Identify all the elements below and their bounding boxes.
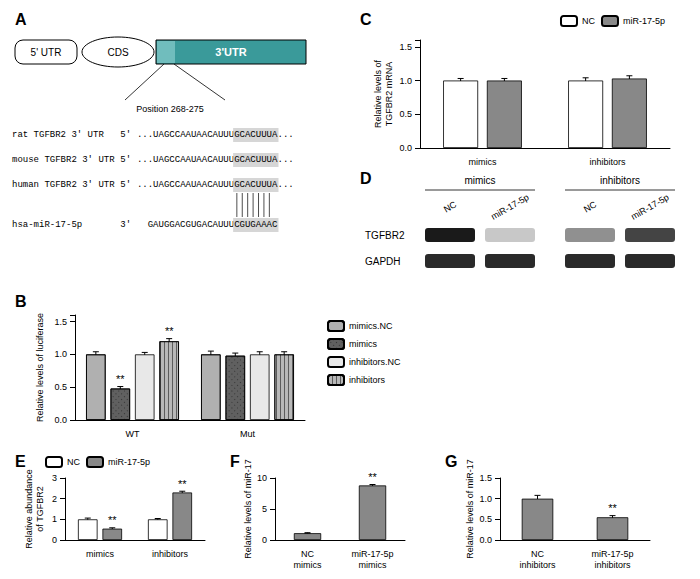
svg-text:inhibitors.NC: inhibitors.NC (349, 357, 401, 367)
svg-text:**: ** (608, 502, 617, 514)
svg-text:NC: NC (582, 199, 599, 214)
svg-text:Relative abundance: Relative abundance (24, 469, 34, 549)
svg-text:...: ... (277, 180, 293, 190)
svg-text:E: E (15, 453, 26, 470)
svg-text:1.0: 1.0 (479, 494, 492, 504)
svg-text:human TGFBR2 3' UTR: human TGFBR2 3' UTR (12, 180, 115, 190)
svg-text:NC: NC (301, 549, 314, 559)
svg-text:0.5: 0.5 (399, 109, 412, 119)
svg-text:inhibitors: inhibitors (594, 560, 631, 570)
svg-text:**: ** (108, 514, 117, 526)
svg-text:NC: NC (442, 199, 459, 214)
svg-text:5: 5 (262, 504, 267, 514)
svg-text:hsa-miR-17-5p: hsa-miR-17-5p (12, 220, 82, 230)
svg-text:**: ** (178, 478, 187, 490)
svg-text:miR-17-5p: miR-17-5p (351, 549, 393, 559)
svg-text:1.0: 1.0 (54, 349, 67, 359)
svg-text:GAPDH: GAPDH (365, 256, 401, 267)
svg-text:miR-17-5p: miR-17-5p (591, 549, 633, 559)
svg-text:GCACUUUA: GCACUUUA (234, 155, 278, 165)
svg-text:5' UTR: 5' UTR (31, 47, 62, 58)
svg-text:GAUGGACGUGACAUUU: GAUGGACGUGACAUUU (148, 220, 234, 230)
svg-text:F: F (230, 453, 240, 470)
svg-text:of TGFBR2: of TGFBR2 (35, 486, 45, 531)
svg-text:GCACUUUA: GCACUUUA (234, 180, 278, 190)
svg-text:**: ** (165, 325, 174, 337)
svg-text:0.5: 0.5 (479, 514, 492, 524)
svg-text:...UAGCCAAUAACAUUU: ...UAGCCAAUAACAUUU (137, 130, 234, 140)
svg-text:0: 0 (52, 535, 57, 545)
svg-text:**: ** (116, 373, 125, 385)
svg-text:5': 5' (120, 180, 131, 190)
svg-text:mimics.NC: mimics.NC (349, 321, 393, 331)
svg-text:0.5: 0.5 (54, 382, 67, 392)
svg-text:mimics: mimics (349, 339, 377, 349)
svg-text:TGFBR2 mRNA: TGFBR2 mRNA (384, 62, 394, 127)
svg-text:...: ... (277, 130, 293, 140)
svg-text:CGUGAAAC: CGUGAAAC (234, 220, 278, 230)
svg-text:...UAGCCAAUAACAUUU: ...UAGCCAAUAACAUUU (137, 155, 234, 165)
svg-text:mimics: mimics (86, 549, 114, 559)
svg-text:inhibitors: inhibitors (519, 560, 556, 570)
svg-text:10: 10 (257, 473, 267, 483)
svg-text:rat TGFBR2 3' UTR: rat TGFBR2 3' UTR (12, 130, 104, 140)
svg-text:D: D (360, 170, 372, 187)
svg-text:2: 2 (52, 494, 57, 504)
svg-text:CDS: CDS (107, 47, 128, 58)
svg-text:mimics: mimics (469, 157, 497, 167)
svg-text:...UAGCCAAUAACAUUU: ...UAGCCAAUAACAUUU (137, 180, 234, 190)
svg-text:5': 5' (120, 130, 131, 140)
svg-text:mouse TGFBR2 3' UTR: mouse TGFBR2 3' UTR (12, 155, 115, 165)
svg-text:0.0: 0.0 (54, 415, 67, 425)
svg-text:0.0: 0.0 (399, 143, 412, 153)
svg-text:inhibitors: inhibitors (589, 157, 626, 167)
svg-text:miR-17-5p: miR-17-5p (629, 192, 670, 222)
svg-text:**: ** (368, 471, 377, 483)
svg-text:WT: WT (126, 429, 140, 439)
svg-text:mimics: mimics (464, 175, 495, 186)
svg-text:Relative levels of luciferase: Relative levels of luciferase (35, 313, 45, 422)
svg-text:mimics: mimics (294, 560, 322, 570)
svg-text:C: C (360, 11, 372, 28)
svg-text:Relative levels of: Relative levels of (373, 59, 383, 128)
svg-text:inhibitors: inhibitors (152, 549, 189, 559)
svg-text:3: 3 (52, 473, 57, 483)
svg-text:NC: NC (67, 457, 80, 467)
svg-text:1.5: 1.5 (479, 473, 492, 483)
svg-text:miR-17-5p: miR-17-5p (623, 16, 665, 26)
svg-text:miR-17-5p: miR-17-5p (489, 192, 530, 222)
svg-text:1.5: 1.5 (399, 42, 412, 52)
svg-text:0: 0 (262, 535, 267, 545)
svg-text:5': 5' (120, 155, 131, 165)
svg-text:3'UTR: 3'UTR (215, 46, 246, 58)
svg-text:3': 3' (120, 220, 131, 230)
svg-text:mimics: mimics (359, 560, 387, 570)
svg-text:Relative levels of miR-17: Relative levels of miR-17 (243, 459, 253, 559)
svg-text:GCACUUUA: GCACUUUA (234, 130, 278, 140)
svg-text:1.0: 1.0 (399, 76, 412, 86)
svg-text:B: B (15, 293, 27, 310)
svg-text:inhibitors: inhibitors (349, 375, 386, 385)
svg-text:1.5: 1.5 (54, 317, 67, 327)
svg-text:Relative levels of miR-17: Relative levels of miR-17 (465, 459, 475, 559)
svg-text:1: 1 (52, 514, 57, 524)
svg-text:miR-17-5p: miR-17-5p (108, 457, 150, 467)
svg-text:NC: NC (582, 16, 595, 26)
svg-text:...: ... (277, 155, 293, 165)
svg-text:Mut: Mut (240, 429, 256, 439)
svg-text:A: A (15, 11, 27, 28)
svg-text:Position 268-275: Position 268-275 (136, 104, 204, 114)
svg-text:NC: NC (531, 549, 544, 559)
svg-text:0.0: 0.0 (479, 535, 492, 545)
svg-text:G: G (445, 453, 457, 470)
svg-text:inhibitors: inhibitors (600, 175, 640, 186)
svg-text:TGFBR2: TGFBR2 (365, 230, 405, 241)
